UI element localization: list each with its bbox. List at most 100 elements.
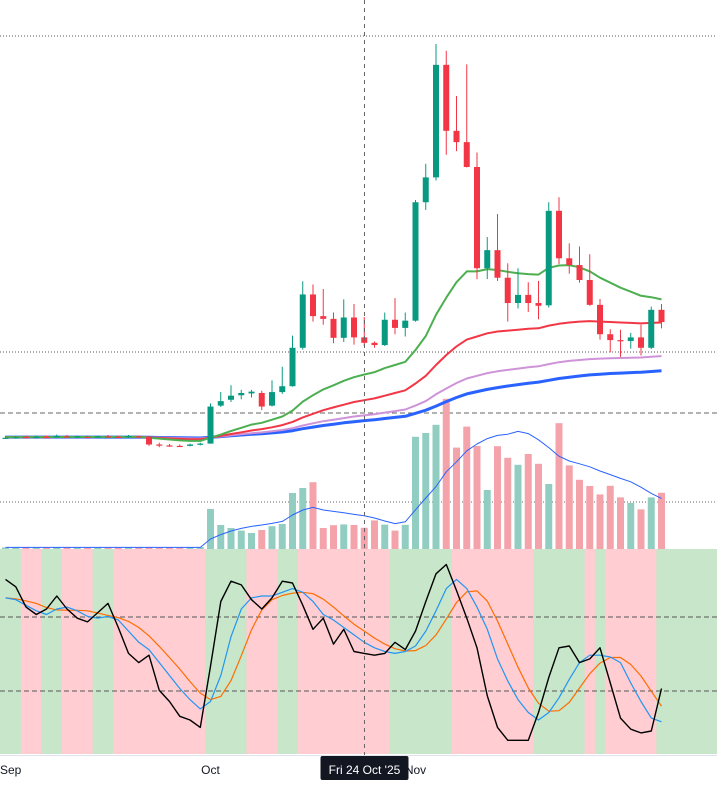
candle-body: [176, 445, 183, 448]
volume-bar: [606, 485, 614, 549]
oscillator-band: [646, 549, 657, 754]
ema-violet-line: [5, 355, 662, 440]
volume-bar: [371, 520, 378, 549]
oscillator-band: [184, 549, 196, 754]
oscillator-band: [410, 549, 422, 754]
volume-bar: [627, 503, 635, 549]
candle: [310, 284, 316, 322]
candle: [12, 435, 19, 439]
volume-bar: [391, 530, 399, 549]
oscillator-band: [174, 549, 186, 754]
candle: [648, 306, 655, 350]
candle: [146, 435, 152, 446]
candle: [125, 435, 132, 438]
candle-body: [381, 319, 388, 346]
candle: [207, 403, 214, 444]
volume-bar: [350, 525, 358, 549]
oscillator-band: [133, 549, 145, 754]
candle-body: [576, 265, 583, 280]
volume-bar: [155, 547, 163, 549]
moving-average-lines: [5, 264, 662, 442]
candle-body: [556, 210, 562, 259]
volume-bar: [319, 528, 327, 549]
volume-bar: [217, 525, 225, 549]
volume-bar: [73, 547, 81, 549]
oscillator-band: [82, 549, 94, 754]
candle: [23, 435, 29, 439]
candle: [156, 442, 163, 448]
candle: [84, 435, 91, 439]
candle-body: [135, 436, 142, 438]
oscillator-band: [225, 549, 237, 754]
candle: [166, 444, 173, 447]
oscillator-band: [10, 549, 22, 754]
volume-bar: [227, 528, 235, 549]
candle: [484, 237, 491, 280]
oscillator-band: [307, 549, 319, 754]
candle: [53, 434, 60, 438]
volume-bar: [186, 547, 194, 549]
candle: [576, 246, 583, 283]
candle: [43, 435, 50, 439]
candle-body: [310, 294, 316, 317]
candle-body: [586, 279, 593, 305]
volume-bar: [145, 547, 153, 549]
candle-body: [125, 435, 132, 438]
candle-body: [238, 392, 245, 396]
candle: [658, 303, 665, 329]
candle-body: [12, 437, 19, 439]
volume-bar: [196, 547, 204, 549]
candle: [64, 435, 70, 438]
candle-body: [494, 250, 501, 278]
volume-bar: [104, 547, 112, 549]
candle-body: [371, 342, 378, 346]
candle-body: [228, 395, 234, 400]
oscillator-band: [297, 549, 309, 754]
candle: [422, 163, 429, 210]
candle: [94, 435, 101, 439]
volume-bar: [22, 547, 30, 549]
volume-bar: [524, 454, 532, 549]
oscillator-band: [533, 549, 545, 754]
volume-bar: [330, 525, 337, 549]
oscillator-band: [615, 549, 627, 754]
candle-body: [453, 130, 460, 143]
oscillator-band: [523, 549, 534, 754]
volume-bar: [268, 526, 276, 549]
candle-body: [94, 436, 101, 438]
candle: [535, 280, 542, 320]
oscillator-band: [635, 549, 647, 754]
candle: [228, 385, 234, 403]
candle: [545, 202, 552, 308]
volume-bar: [401, 524, 409, 549]
volume-histogram: [2, 398, 665, 549]
volume-bar: [135, 547, 143, 549]
oscillator-band: [20, 549, 32, 754]
time-axis-label: Nov: [405, 763, 426, 777]
candle-body: [156, 444, 163, 446]
volume-bar: [94, 547, 102, 549]
oscillator-band: [420, 549, 432, 754]
candle: [279, 366, 286, 394]
oscillator-band: [143, 549, 155, 754]
time-axis[interactable]: Sep Oct Nov Fri 24 Oct '25: [0, 755, 717, 781]
candle-body: [545, 210, 552, 306]
candle: [217, 392, 224, 407]
candle: [504, 263, 511, 322]
candle-body: [33, 436, 40, 439]
candle-body: [258, 392, 265, 407]
candle: [607, 329, 614, 353]
candle: [453, 96, 460, 152]
volume-bar: [473, 446, 481, 549]
volume-bar: [535, 463, 542, 549]
candle-body: [648, 309, 655, 348]
candle-body: [43, 436, 50, 439]
oscillator-band: [451, 549, 463, 754]
candle-body: [627, 337, 634, 342]
volume-bar: [2, 547, 9, 549]
volume-bar: [125, 547, 132, 549]
oscillator-band: [92, 549, 104, 754]
candle-body: [422, 177, 429, 203]
